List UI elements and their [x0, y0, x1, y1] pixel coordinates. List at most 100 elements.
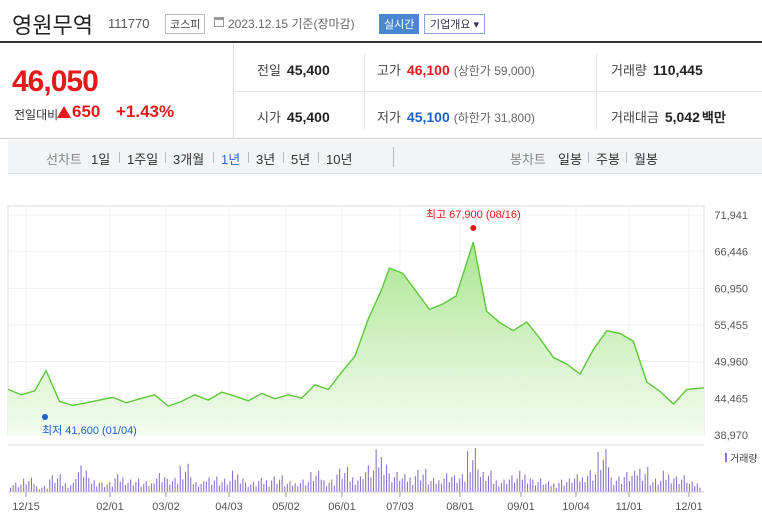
y-tick-label: 38,970: [714, 430, 748, 442]
stock-name: 영원무역: [12, 13, 93, 38]
volume-bar: [229, 481, 231, 492]
volume-bar: [665, 479, 667, 492]
volume-bar: [96, 486, 98, 492]
volume-bar: [694, 485, 696, 492]
volume-bar: [169, 484, 171, 492]
volume-bar: [608, 467, 610, 492]
volume-bar: [174, 477, 176, 492]
volume-bar: [166, 478, 168, 492]
volume-bar: [59, 474, 61, 492]
x-tick-label: 06/01: [328, 501, 356, 513]
volume-bar: [224, 478, 226, 492]
volume-bar: [245, 482, 247, 492]
volume-bar: [373, 470, 375, 492]
volume-bar: [534, 485, 536, 492]
realtime-button[interactable]: 실시간: [379, 14, 420, 34]
volume-bar: [36, 486, 38, 492]
volume-bar: [198, 486, 200, 492]
volume-bar: [448, 482, 450, 492]
volume-bar: [490, 470, 492, 492]
volume-bar: [252, 482, 254, 492]
volume-bar: [333, 485, 335, 492]
volume-bar: [307, 482, 309, 492]
tab-monthly[interactable]: 월봉: [634, 152, 658, 167]
volume-bar: [477, 469, 479, 492]
volume-bar: [339, 468, 341, 492]
volume-bar: [545, 483, 547, 492]
tab-1w[interactable]: 1주일: [127, 152, 159, 167]
volume-bar: [396, 471, 398, 492]
high-marker: [470, 224, 477, 231]
day-low-label: 저가: [377, 110, 401, 125]
volume-bar: [232, 470, 234, 492]
volume-bar: [75, 479, 77, 492]
volume-bar: [516, 478, 518, 492]
volume-bar: [182, 479, 184, 492]
tab-5y[interactable]: 5년: [291, 152, 311, 167]
x-tick-label: 12/15: [12, 501, 40, 513]
volume-bar: [67, 487, 69, 492]
low-marker: [42, 414, 48, 420]
volume-bar: [631, 475, 633, 492]
volume-bar: [542, 484, 544, 492]
volume-bar: [537, 482, 539, 492]
volume-bar: [469, 472, 471, 492]
volume-bar: [208, 477, 210, 492]
volume-bar: [634, 470, 636, 492]
volume-bar: [474, 448, 476, 492]
volume-bar: [281, 475, 283, 492]
volume-bar: [130, 479, 132, 492]
volume-bar: [273, 476, 275, 492]
volume-bar: [192, 484, 194, 492]
tab-1d[interactable]: 1일: [91, 152, 111, 167]
tab-3y[interactable]: 3년: [256, 152, 276, 167]
tab-weekly[interactable]: 주봉: [596, 152, 620, 167]
current-price: 46,050: [12, 65, 99, 98]
low-annotation: 최저 41,600 (01/04): [42, 424, 137, 437]
volume-bar: [104, 487, 106, 492]
volume-bar: [391, 482, 393, 492]
volume-bar: [425, 468, 427, 492]
volume-bar: [459, 478, 461, 492]
tab-separator: [588, 152, 589, 163]
volume-bar: [422, 474, 424, 492]
volume-bar: [636, 475, 638, 492]
volume-bar: [519, 470, 521, 492]
volume-bar: [406, 481, 408, 492]
volume-bar: [114, 478, 116, 492]
trade-amount-unit: 백만: [701, 110, 726, 125]
volume-bar: [647, 467, 649, 492]
volume-bar: [38, 489, 40, 492]
price-chart[interactable]: 71,941 66,446 60,950 55,455 49,960 44,465 38,9…: [0, 185, 762, 524]
tab-3m[interactable]: 3개월: [173, 152, 205, 167]
volume-bar: [602, 459, 604, 492]
tab-daily[interactable]: 일봉: [558, 152, 582, 167]
tab-1y[interactable]: 1년: [221, 152, 241, 167]
volume-bar: [649, 485, 651, 492]
volume-bar: [190, 477, 192, 492]
volume-bar: [367, 465, 369, 492]
volume-bar: [331, 479, 333, 492]
x-tick-label: 09/01: [507, 501, 535, 513]
volume-bar: [628, 480, 630, 492]
volume-bar: [487, 475, 489, 492]
volume-bar: [563, 485, 565, 492]
volume-bar: [302, 479, 304, 492]
volume-bar: [200, 483, 202, 492]
tab-10y[interactable]: 10년: [326, 152, 353, 167]
volume-bar: [547, 481, 549, 492]
volume-bar: [451, 477, 453, 492]
volume-bar: [375, 449, 377, 492]
corp-info-dropdown[interactable]: 기업개요 ▾: [424, 14, 486, 34]
volume-bar: [388, 473, 390, 492]
volume-bar: [626, 471, 628, 492]
volume-bar: [480, 477, 482, 492]
volume-bar: [164, 477, 166, 492]
open-price-label: 시가: [257, 110, 281, 125]
volume-bar: [553, 483, 555, 492]
volume-bar: [299, 482, 301, 492]
quote-date: 2023.12.15 기준(장마감): [228, 17, 355, 31]
lower-limit: (하한가 31,800): [453, 111, 535, 125]
volume-bar: [28, 481, 30, 492]
volume-bar: [148, 485, 150, 492]
